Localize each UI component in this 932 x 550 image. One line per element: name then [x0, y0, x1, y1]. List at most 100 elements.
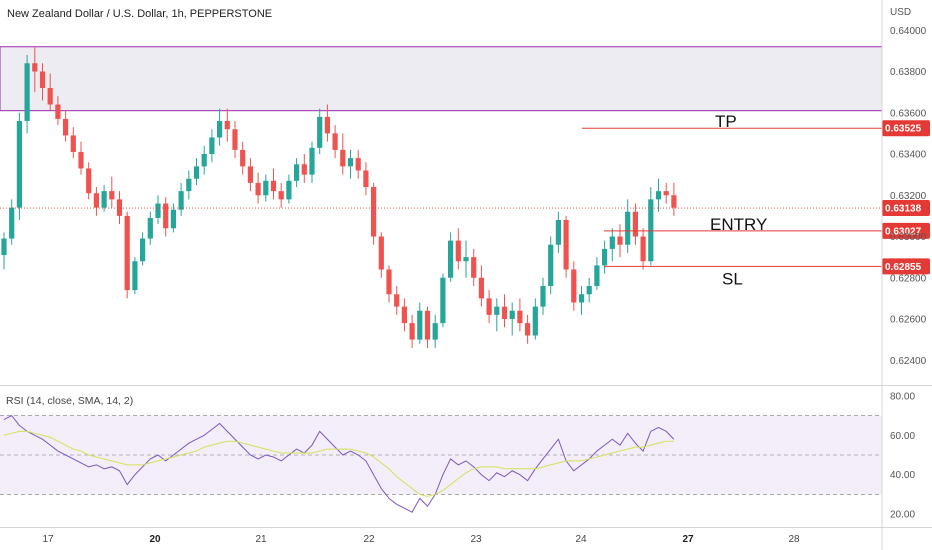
candle-body — [201, 154, 207, 167]
candle-body — [486, 298, 492, 315]
candle — [39, 63, 46, 101]
level-label-entry: ENTRY — [710, 215, 767, 234]
rsi-pane[interactable] — [0, 414, 882, 513]
candle-body — [116, 199, 123, 216]
candle-body — [124, 215, 130, 291]
candle-body — [609, 236, 615, 249]
chart-title: New Zealand Dollar / U.S. Dollar, 1h, PE… — [7, 8, 272, 20]
rsi-ma-line — [3, 430, 674, 497]
candle-body — [9, 207, 15, 239]
candle-body — [224, 121, 230, 130]
resistance-zone-layer — [0, 46, 883, 112]
candle-body — [548, 244, 554, 286]
candle — [494, 298, 500, 332]
candle — [124, 211, 130, 299]
candle-body — [170, 209, 176, 229]
candle-body — [632, 211, 638, 237]
candle-body — [86, 168, 92, 194]
candle-body — [286, 180, 292, 200]
candle-body — [432, 323, 438, 340]
candles-layer[interactable] — [1, 46, 677, 348]
price-tick-label: 0.63200 — [890, 191, 927, 202]
candle — [309, 141, 315, 183]
candle — [324, 104, 330, 142]
date-tick-label: 23 — [470, 534, 482, 545]
candle — [255, 172, 261, 204]
candle — [509, 302, 515, 336]
candle-body — [193, 166, 200, 179]
candle-body — [240, 149, 246, 167]
price-tick-label: 0.64000 — [890, 26, 927, 37]
candle — [594, 257, 600, 291]
candle-body — [448, 240, 454, 278]
candle — [571, 261, 577, 311]
candle — [86, 162, 92, 200]
candle-body — [417, 310, 423, 340]
candle-body — [440, 277, 446, 324]
price-tag-sl — [882, 258, 930, 275]
candle — [563, 215, 569, 278]
candle — [517, 298, 523, 332]
candle-body — [363, 170, 369, 187]
candle-body — [324, 116, 330, 134]
candle — [548, 236, 554, 295]
candle — [178, 182, 184, 216]
candle — [555, 211, 561, 253]
candle — [140, 232, 146, 266]
candle — [671, 182, 677, 216]
candle-body — [478, 277, 484, 299]
candle — [540, 277, 546, 315]
candle-body — [147, 217, 153, 239]
candle-body — [463, 257, 469, 262]
candle-body — [517, 310, 523, 324]
current-price-tag-text: 0.63138 — [885, 204, 922, 215]
price-tick-label: 0.62400 — [890, 356, 927, 367]
candle — [424, 306, 431, 348]
candle-body — [278, 191, 284, 200]
candle-body — [263, 180, 269, 196]
candle — [47, 73, 53, 111]
candle — [386, 265, 392, 303]
candle — [193, 158, 200, 185]
candle — [332, 125, 338, 159]
candle-body — [163, 203, 169, 229]
current-price-tag — [882, 200, 930, 217]
candle — [455, 228, 461, 270]
candle-body — [525, 323, 531, 336]
candle-body — [594, 265, 600, 286]
candle-body — [355, 158, 361, 171]
candle-body — [494, 306, 500, 315]
candle — [78, 141, 84, 175]
rsi-line — [3, 414, 675, 513]
candle — [532, 298, 538, 340]
candle — [209, 129, 215, 163]
candle-body — [347, 158, 354, 167]
candle-body — [424, 310, 431, 340]
candle — [448, 232, 454, 282]
rsi-indicator-label[interactable]: RSI (14, close, SMA, 14, 2) — [6, 395, 133, 407]
candle — [417, 302, 423, 344]
candle — [109, 176, 115, 208]
candle-body — [371, 187, 377, 237]
rsi-tick-label: 80.00 — [890, 391, 915, 402]
candle-body — [655, 191, 662, 200]
date-tick-label: 17 — [42, 534, 54, 545]
candle-body — [63, 118, 69, 136]
candle-body — [532, 306, 538, 336]
candle-body — [378, 236, 384, 270]
candle — [632, 203, 638, 245]
candle — [224, 108, 230, 142]
candle-body — [571, 269, 577, 303]
candle — [355, 149, 361, 179]
price-tick-label: 0.63000 — [890, 232, 927, 243]
candle-body — [294, 164, 300, 181]
candle — [201, 145, 207, 175]
candle-body — [186, 178, 192, 192]
level-label-tp: TP — [715, 112, 737, 131]
candle-body — [471, 257, 477, 278]
candle — [317, 108, 323, 154]
candle — [586, 277, 592, 303]
levels-layer: 0.63138 TP 0.63525 ENTRY 0.63027 SL 0.62855 — [0, 112, 930, 288]
